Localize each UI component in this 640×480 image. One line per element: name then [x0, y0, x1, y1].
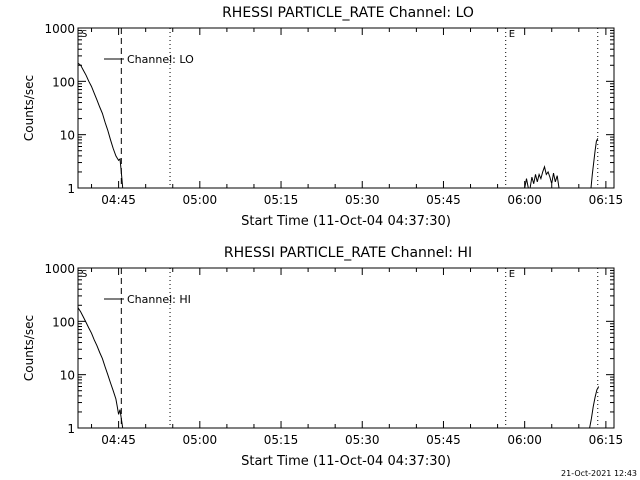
x-tick-label-hi: 05:00	[183, 433, 218, 447]
axis-ticks-hi: 04:45 05:00 05:15 05:30 05:45 06:00 06:15 1 10 10…	[44, 262, 623, 447]
x-tick-label-hi: 05:45	[426, 433, 461, 447]
x-tick-label-hi: 05:30	[345, 433, 380, 447]
axis-ticks-lo: 04:45 05:00 05:15 05:30 05:45 06:00 06:15 1 10 10…	[44, 22, 623, 207]
chart-title-lo: RHESSI PARTICLE_RATE Channel: LO	[222, 5, 474, 21]
chart-title-hi: RHESSI PARTICLE_RATE Channel: HI	[224, 245, 472, 261]
chart-panel-hi: RHESSI PARTICLE_RATE Channel: HI Counts/…	[22, 245, 623, 469]
y-axis-label-lo: Counts/sec	[22, 75, 36, 141]
y-tick-label-lo: 1000	[44, 22, 75, 36]
legend-hi: Channel: HI	[104, 293, 191, 306]
marker-label-lo: S	[81, 29, 87, 40]
y-tick-label-lo: 1	[67, 182, 75, 196]
plot-frame-lo	[77, 27, 615, 189]
marker-label-lo: E	[509, 29, 515, 40]
y-tick-label-hi: 1	[67, 422, 75, 436]
y-tick-label-hi: 1000	[44, 262, 75, 276]
legend-label-lo: Channel: LO	[127, 53, 194, 66]
x-tick-label-lo: 05:15	[264, 193, 299, 207]
marker-label-hi: S	[81, 269, 87, 280]
series-line-hi	[589, 386, 600, 429]
plot-frame-hi	[77, 267, 615, 429]
x-tick-label-hi: 06:15	[589, 433, 624, 447]
series-lo	[77, 62, 599, 189]
legend-lo: Channel: LO	[104, 53, 194, 66]
x-axis-label-lo: Start Time (11-Oct-04 04:37:30)	[241, 214, 451, 229]
series-line-lo	[524, 165, 560, 189]
series-hi	[77, 307, 600, 429]
y-tick-label-lo: 100	[52, 75, 75, 89]
y-tick-label-hi: 100	[52, 315, 75, 329]
chart-panel-lo: RHESSI PARTICLE_RATE Channel: LO Counts/…	[22, 5, 623, 229]
series-line-hi	[77, 307, 124, 429]
x-axis-label-hi: Start Time (11-Oct-04 04:37:30)	[241, 454, 451, 469]
y-axis-label-hi: Counts/sec	[22, 315, 36, 381]
y-tick-label-lo: 10	[60, 129, 75, 143]
x-tick-label-hi: 04:45	[101, 433, 136, 447]
x-tick-label-hi: 06:00	[507, 433, 542, 447]
x-tick-label-lo: 05:30	[345, 193, 380, 207]
series-line-lo	[590, 138, 599, 189]
series-line-lo	[77, 62, 124, 189]
x-tick-label-lo: 04:45	[101, 193, 136, 207]
x-tick-label-lo: 05:45	[426, 193, 461, 207]
footer-timestamp: 21-Oct-2021 12:43	[561, 469, 637, 478]
marker-label-hi: E	[509, 269, 515, 280]
x-tick-label-lo: 06:15	[589, 193, 624, 207]
y-tick-label-hi: 10	[60, 369, 75, 383]
x-tick-label-lo: 06:00	[507, 193, 542, 207]
x-tick-label-hi: 05:15	[264, 433, 299, 447]
x-tick-label-lo: 05:00	[183, 193, 218, 207]
legend-label-hi: Channel: HI	[127, 293, 191, 306]
